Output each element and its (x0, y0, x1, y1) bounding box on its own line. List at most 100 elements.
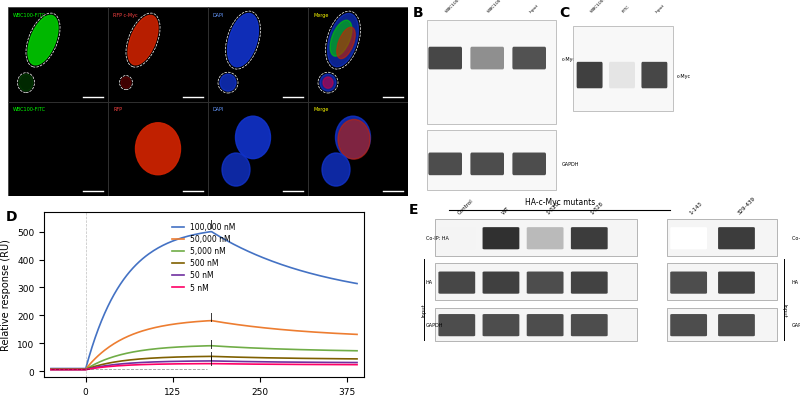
500 nM (352, 356, 362, 361)
FancyBboxPatch shape (482, 314, 519, 336)
Text: WBC100-FITC: WBC100-FITC (445, 0, 469, 14)
Text: Merge: Merge (313, 13, 328, 18)
50,000 nM (82, 365, 92, 370)
5,000 nM (46, 367, 56, 372)
50,000 nM (108, 342, 118, 347)
FancyBboxPatch shape (670, 272, 707, 294)
Bar (208, 102, 308, 196)
5 nM (352, 363, 362, 367)
Text: Merge: Merge (313, 107, 328, 112)
Text: GAPDH: GAPDH (792, 322, 800, 327)
50,000 nM (352, 332, 362, 337)
Ellipse shape (235, 117, 270, 159)
Y-axis label: Relative response (RU): Relative response (RU) (2, 239, 11, 350)
500 nM (318, 356, 327, 361)
Ellipse shape (128, 16, 158, 66)
50 nM (46, 367, 56, 372)
5,000 nM (51, 367, 61, 372)
500 nM (108, 360, 118, 365)
FancyBboxPatch shape (512, 153, 546, 176)
Bar (666, 308, 777, 341)
Legend: 100,000 nM, 50,000 nM, 5,000 nM, 500 nM, 50 nM, 5 nM: 100,000 nM, 50,000 nM, 5,000 nM, 500 nM,… (170, 220, 238, 295)
100,000 nM (157, 244, 166, 249)
100,000 nM (206, 230, 215, 235)
FancyBboxPatch shape (526, 228, 563, 250)
50 nM (51, 367, 61, 372)
50,000 nM (206, 318, 215, 323)
Ellipse shape (322, 154, 350, 186)
Text: RFP: RFP (113, 107, 122, 112)
50 nM (82, 367, 92, 372)
50 nM (352, 360, 362, 365)
Ellipse shape (323, 78, 333, 89)
Text: C: C (559, 6, 570, 20)
FancyBboxPatch shape (571, 272, 608, 294)
Text: Input: Input (654, 3, 665, 14)
5,000 nM (343, 348, 353, 353)
Text: |: | (210, 340, 212, 348)
Ellipse shape (19, 75, 33, 92)
FancyBboxPatch shape (670, 228, 707, 250)
Text: DAPI: DAPI (213, 13, 224, 18)
Ellipse shape (337, 28, 355, 59)
FancyBboxPatch shape (718, 228, 755, 250)
5 nM (108, 364, 118, 369)
FancyBboxPatch shape (470, 48, 504, 70)
Line: 50,000 nM: 50,000 nM (51, 321, 357, 369)
FancyBboxPatch shape (526, 272, 563, 294)
Text: WBC100-FITC: WBC100-FITC (590, 0, 613, 14)
Text: Co-IP: HA: Co-IP: HA (792, 235, 800, 240)
500 nM (343, 356, 353, 361)
Bar (8, 8, 108, 102)
Text: WT: WT (501, 206, 510, 216)
Text: RFP-control: RFP-control (0, 134, 5, 164)
FancyBboxPatch shape (470, 153, 504, 176)
Bar (427, 21, 556, 125)
Text: 329-439: 329-439 (737, 196, 756, 216)
50 nM (108, 363, 118, 367)
50 nM (206, 358, 215, 363)
Bar (108, 102, 208, 196)
Ellipse shape (327, 14, 358, 68)
Text: E: E (409, 203, 418, 217)
Text: |: | (210, 219, 212, 228)
Text: Input: Input (422, 303, 427, 316)
Line: 5,000 nM: 5,000 nM (51, 346, 357, 369)
50 nM (343, 360, 353, 365)
5,000 nM (82, 366, 92, 371)
FancyBboxPatch shape (512, 48, 546, 70)
Text: Input: Input (781, 303, 786, 316)
5 nM (82, 367, 92, 372)
Text: B: B (413, 6, 424, 20)
Ellipse shape (335, 117, 370, 159)
FancyBboxPatch shape (577, 63, 602, 89)
50,000 nM (343, 332, 353, 336)
FancyBboxPatch shape (438, 314, 475, 336)
FancyBboxPatch shape (718, 314, 755, 336)
Text: WBC100-FITC: WBC100-FITC (13, 107, 46, 112)
Bar (434, 308, 637, 341)
100,000 nM (82, 360, 92, 365)
FancyBboxPatch shape (571, 228, 608, 250)
Text: c-Myc: c-Myc (562, 57, 575, 61)
5,000 nM (108, 355, 118, 360)
Text: HA: HA (792, 279, 799, 284)
500 nM (51, 367, 61, 372)
100,000 nM (318, 274, 327, 279)
Text: DAPI: DAPI (213, 107, 224, 112)
Text: D: D (6, 209, 17, 223)
Text: |: | (210, 351, 212, 360)
Bar (8, 102, 108, 196)
Text: RFP-c-Myc: RFP-c-Myc (0, 42, 5, 69)
Bar (427, 131, 556, 191)
Text: Input: Input (530, 3, 540, 14)
FancyBboxPatch shape (438, 228, 475, 250)
50,000 nM (318, 330, 327, 335)
Bar (666, 263, 777, 300)
50 nM (318, 360, 327, 365)
Bar (434, 219, 637, 256)
Text: FITC: FITC (622, 4, 631, 14)
Ellipse shape (338, 120, 370, 160)
Bar (308, 102, 408, 196)
5 nM (157, 362, 166, 367)
